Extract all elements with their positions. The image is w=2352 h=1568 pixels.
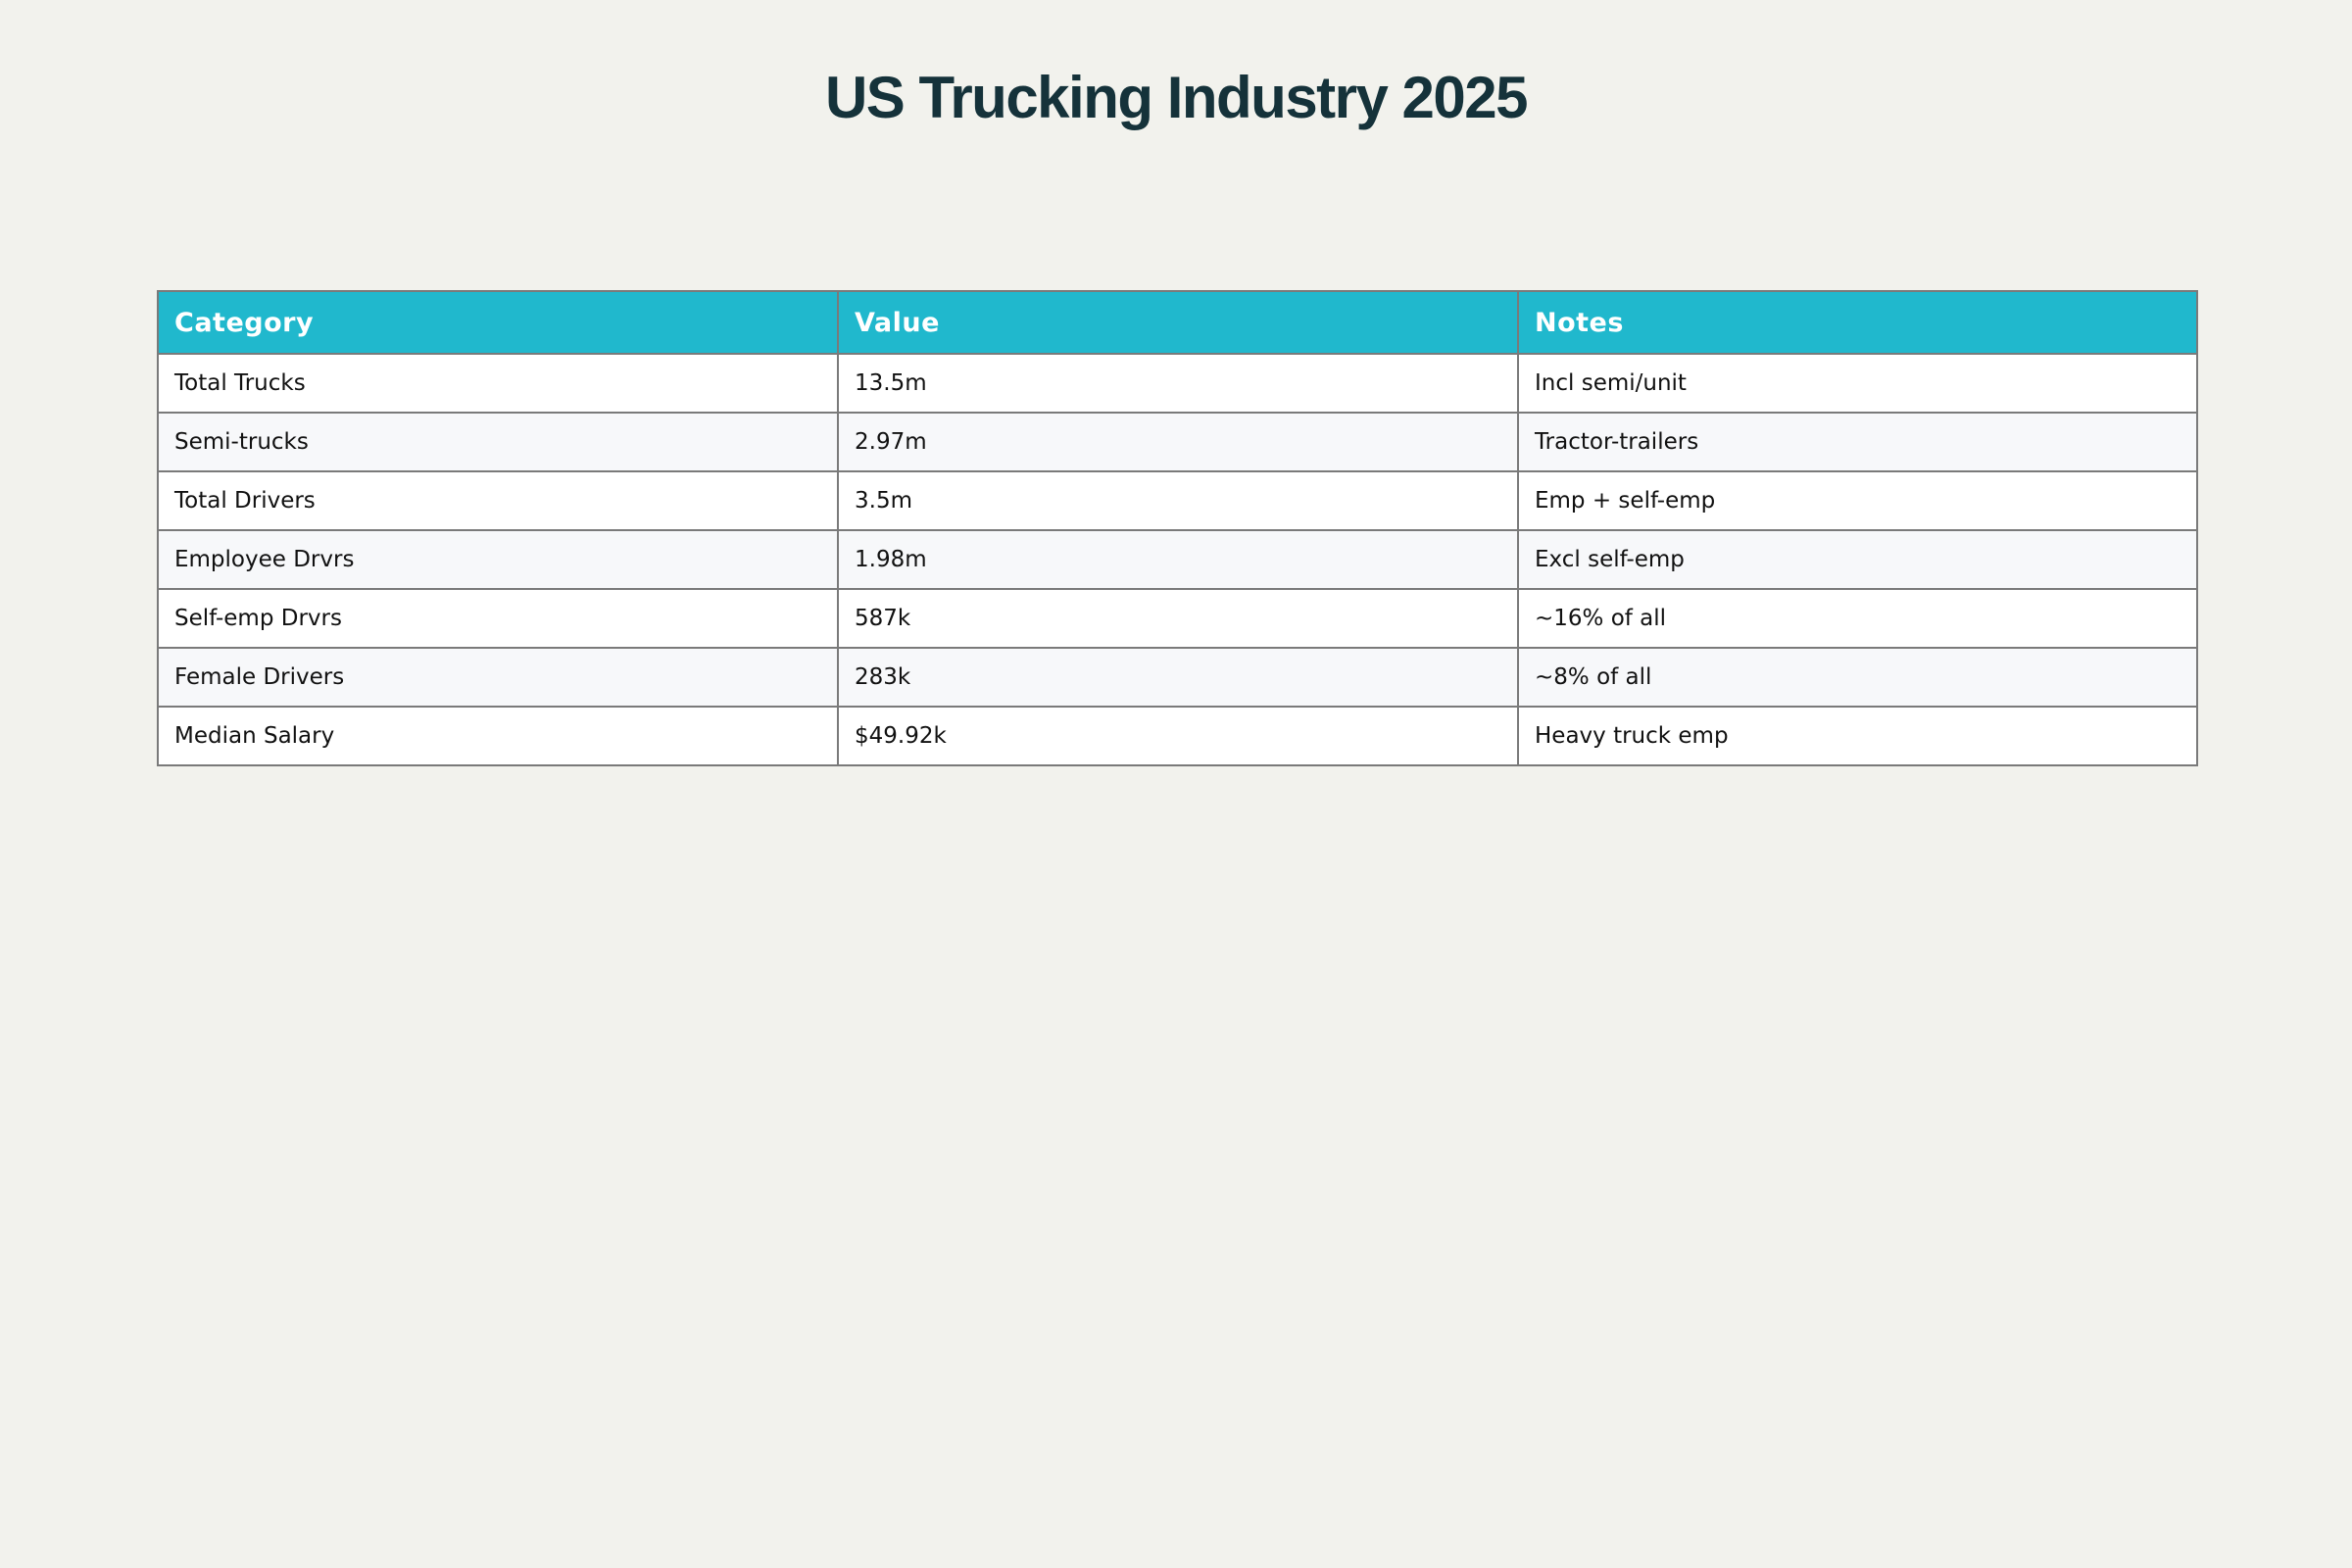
page-title: US Trucking Industry 2025 <box>824 65 1529 130</box>
table-row: Female Drivers 283k ~8% of all <box>157 647 2198 708</box>
table-row: Self-emp Drvrs 587k ~16% of all <box>157 588 2198 649</box>
cell-notes: Tractor-trailers <box>1517 412 2198 472</box>
cell-value: 283k <box>837 647 1519 708</box>
cell-notes: Emp + self-emp <box>1517 470 2198 531</box>
cell-category: Semi-trucks <box>157 412 839 472</box>
cell-category: Total Trucks <box>157 353 839 414</box>
cell-notes: Excl self-emp <box>1517 529 2198 590</box>
column-header-category: Category <box>157 290 839 355</box>
table-row: Median Salary $49.92k Heavy truck emp <box>157 706 2198 766</box>
table-row: Total Trucks 13.5m Incl semi/unit <box>157 353 2198 414</box>
cell-category: Self-emp Drvrs <box>157 588 839 649</box>
cell-category: Female Drivers <box>157 647 839 708</box>
cell-value: 2.97m <box>837 412 1519 472</box>
cell-category: Employee Drvrs <box>157 529 839 590</box>
cell-notes: ~16% of all <box>1517 588 2198 649</box>
table-header: Category Value Notes <box>157 290 2198 355</box>
cell-notes: Heavy truck emp <box>1517 706 2198 766</box>
table-row: Total Drivers 3.5m Emp + self-emp <box>157 470 2198 531</box>
column-header-value: Value <box>837 290 1519 355</box>
cell-notes: ~8% of all <box>1517 647 2198 708</box>
cell-value: $49.92k <box>837 706 1519 766</box>
table-row: Employee Drvrs 1.98m Excl self-emp <box>157 529 2198 590</box>
cell-category: Total Drivers <box>157 470 839 531</box>
table-body: Total Trucks 13.5m Incl semi/unit Semi-t… <box>157 353 2198 766</box>
cell-value: 13.5m <box>837 353 1519 414</box>
data-table: Category Value Notes Total Trucks 13.5m … <box>157 290 2198 766</box>
cell-value: 587k <box>837 588 1519 649</box>
table-row: Semi-trucks 2.97m Tractor-trailers <box>157 412 2198 472</box>
column-header-notes: Notes <box>1517 290 2198 355</box>
cell-notes: Incl semi/unit <box>1517 353 2198 414</box>
cell-value: 1.98m <box>837 529 1519 590</box>
cell-category: Median Salary <box>157 706 839 766</box>
header-row: Category Value Notes <box>157 290 2198 355</box>
cell-value: 3.5m <box>837 470 1519 531</box>
